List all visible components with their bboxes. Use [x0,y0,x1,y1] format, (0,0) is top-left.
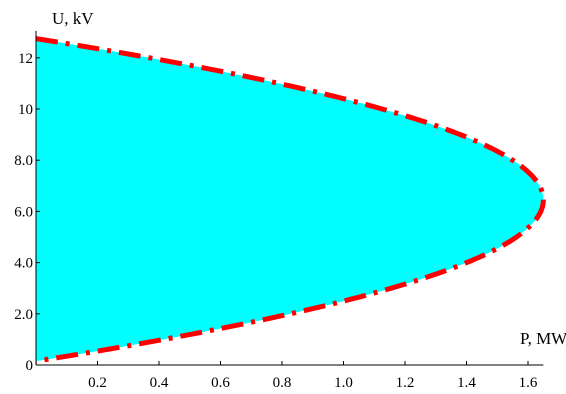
x-axis-label: P, MW [520,329,566,348]
y-axis-label: U, kV [52,9,94,28]
x-tick-label: 0.8 [273,375,292,391]
y-tick-label: 0 [26,358,34,374]
y-tick-label: 10 [18,102,33,118]
series-0-boundary-line [35,36,546,364]
plot-area [35,36,546,364]
y-tick-label: 2.0 [14,307,33,323]
x-tick-label: 0.6 [211,375,230,391]
x-tick-label: 1.6 [519,375,538,391]
x-tick-label: 0.2 [88,375,107,391]
y-tick-label: 8.0 [14,153,33,169]
x-tick-label: 1.4 [457,375,476,391]
series-0-area-fill [36,38,544,362]
y-tick-label: 6.0 [14,204,33,220]
x-tick-label: 1.2 [396,375,415,391]
x-tick-label: 0.4 [150,375,169,391]
axes: 0.2 0.4 0.6 0.8 1.0 1.2 1.4 1.6 0 2.0 4.0 6.0 8.0 10 1… [14,30,544,391]
y-tick-label: 4.0 [14,256,33,272]
x-tick-label: 1.0 [334,375,353,391]
y-tick-label: 12 [18,51,33,67]
